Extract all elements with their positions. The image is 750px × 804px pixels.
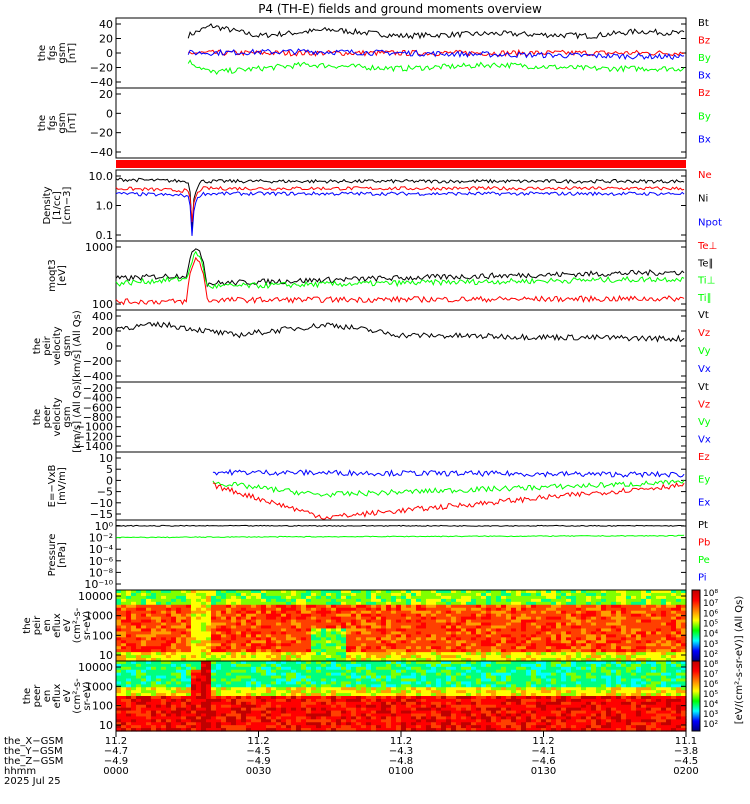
panel-frame — [116, 88, 686, 158]
panel-frame — [116, 310, 686, 382]
series-efield-Ey — [213, 480, 684, 497]
legend-Vy: Vy — [698, 417, 711, 428]
y-tick-label: 1000 — [85, 241, 113, 254]
series-peir_vel-Vt — [116, 322, 684, 341]
y-tick-label: 20 — [99, 88, 113, 101]
series-pressure-Pt — [116, 525, 684, 526]
y-axis-label-line: [nPa] — [57, 542, 68, 568]
legend-Vx: Vx — [698, 364, 711, 375]
series-density-Npot — [116, 192, 684, 236]
series-density-Ni — [116, 178, 684, 229]
y-axis-label-line: sr-eV) — [82, 611, 93, 640]
legend-By: By — [698, 53, 711, 64]
legend-Bz: Bz — [698, 88, 710, 99]
y-tick-label: 10.0 — [89, 170, 114, 183]
legend-Ti∥: Ti∥ — [697, 293, 712, 304]
panel-frame — [116, 520, 686, 590]
series-pressure-Pe — [116, 535, 684, 538]
y-tick-label: 40 — [99, 18, 113, 31]
panel-peir_vel: 4002000−200−400thepeirvelocitygsm[km/s] … — [32, 310, 711, 383]
legend-Vy: Vy — [698, 346, 711, 357]
legend-Ne: Ne — [698, 170, 712, 181]
y-axis-label-line: [cm−3] — [62, 187, 73, 225]
legend-Pi: Pi — [698, 573, 707, 584]
legend-Bx: Bx — [698, 135, 711, 146]
y-axis-label-line: [eV] — [57, 265, 68, 286]
y-tick-label: −20 — [90, 62, 113, 75]
y-axis-label-line: [mV/m] — [57, 467, 68, 505]
legend-Ni: Ni — [698, 194, 708, 205]
legend-Te⊥: Te⊥ — [697, 241, 717, 252]
legend-Vx: Vx — [698, 435, 711, 446]
y-axis-label: Density[1/cc][cm−3] — [42, 186, 73, 224]
panel-peir_eflux: 10000100010010thepeirenefluxeV(cm²-s-sr-… — [22, 590, 687, 662]
legend-Pb: Pb — [698, 538, 710, 549]
y-axis-label: Pressure[nPa] — [47, 534, 68, 577]
legend-Pe: Pe — [698, 555, 710, 566]
y-axis-label: thepeirenefluxeV(cm²-s-sr-eV) — [22, 607, 93, 643]
y-tick-label: 400 — [92, 310, 113, 323]
panel-pressure: 10⁰10⁻²10⁻⁴10⁻⁶10⁻⁸10⁻¹⁰Pressure[nPa]PtP… — [47, 520, 710, 591]
legend-Vz: Vz — [698, 328, 710, 339]
legend-Pt: Pt — [698, 520, 708, 531]
legend-Vt: Vt — [698, 382, 709, 393]
y-tick-label: 0 — [106, 47, 113, 60]
series-density-Ne — [116, 187, 684, 222]
panel-frame — [116, 382, 686, 452]
legend-Ex: Ex — [698, 497, 710, 508]
panel-peer_vel: −200−400−600−800−1000−1200−1400thepeerve… — [32, 381, 711, 453]
y-tick-label: −200 — [83, 355, 113, 368]
y-axis-label-line: [km/s] (All Qs) — [72, 381, 83, 453]
legend-By: By — [698, 111, 711, 122]
y-axis-label: thepeirvelocitygsm[km/s] (All Qs) — [32, 310, 83, 382]
legend-Vz: Vz — [698, 400, 710, 411]
panel-frame — [116, 452, 686, 520]
panel-peer_eflux: 10000100010010thepeerenefluxeV(cm²-s-sr-… — [22, 661, 687, 732]
y-tick-label: −40 — [90, 146, 113, 159]
legend-Vt: Vt — [698, 310, 709, 321]
y-tick-label: 20 — [99, 33, 113, 46]
y-tick-label: 0 — [106, 340, 113, 353]
series-efield-Ex — [213, 470, 684, 477]
y-axis-label-line: [km/s] (All Qs) — [72, 310, 83, 382]
legend-Ey: Ey — [698, 475, 710, 486]
panel-fgs2: 20 0 −20 −40 thefgsgsm[nT] Bz By Bx — [37, 88, 711, 159]
y-axis-label: E=−VxB[mV/m] — [47, 465, 68, 508]
chart-title: P4 (TH-E) fields and ground moments over… — [258, 2, 542, 16]
legend-Te∥: Te∥ — [697, 258, 714, 269]
y-tick-label: −20 — [90, 127, 113, 140]
y-tick-label: 100 — [92, 629, 113, 642]
y-axis-label-line: [nT] — [67, 43, 78, 63]
legend-Ez: Ez — [698, 452, 710, 463]
legend-Bx: Bx — [698, 71, 711, 82]
y-axis-label: moqt3[eV] — [47, 259, 68, 292]
series-fgs1-By — [188, 60, 684, 74]
legend-Bz: Bz — [698, 36, 710, 47]
y-axis-label: thepeervelocitygsm[km/s] (All Qs) — [32, 381, 83, 453]
y-tick-label: 0 — [106, 107, 113, 120]
y-axis-label: thefgsgsm[nT] — [37, 112, 78, 133]
y-axis-label: thefgsgsm[nT] — [37, 42, 78, 63]
series-temp-Te⊥ — [116, 258, 684, 305]
series-fgs1-Bt — [188, 24, 684, 38]
y-axis-label-line: [nT] — [67, 113, 78, 133]
legend-Npot: Npot — [698, 217, 722, 228]
y-tick-label: 1.0 — [96, 200, 114, 213]
y-tick-label: 200 — [92, 325, 113, 338]
legend-Ti⊥: Ti⊥ — [697, 276, 715, 287]
legend-Bt: Bt — [698, 18, 709, 29]
y-tick-label: 10000 — [78, 590, 113, 603]
